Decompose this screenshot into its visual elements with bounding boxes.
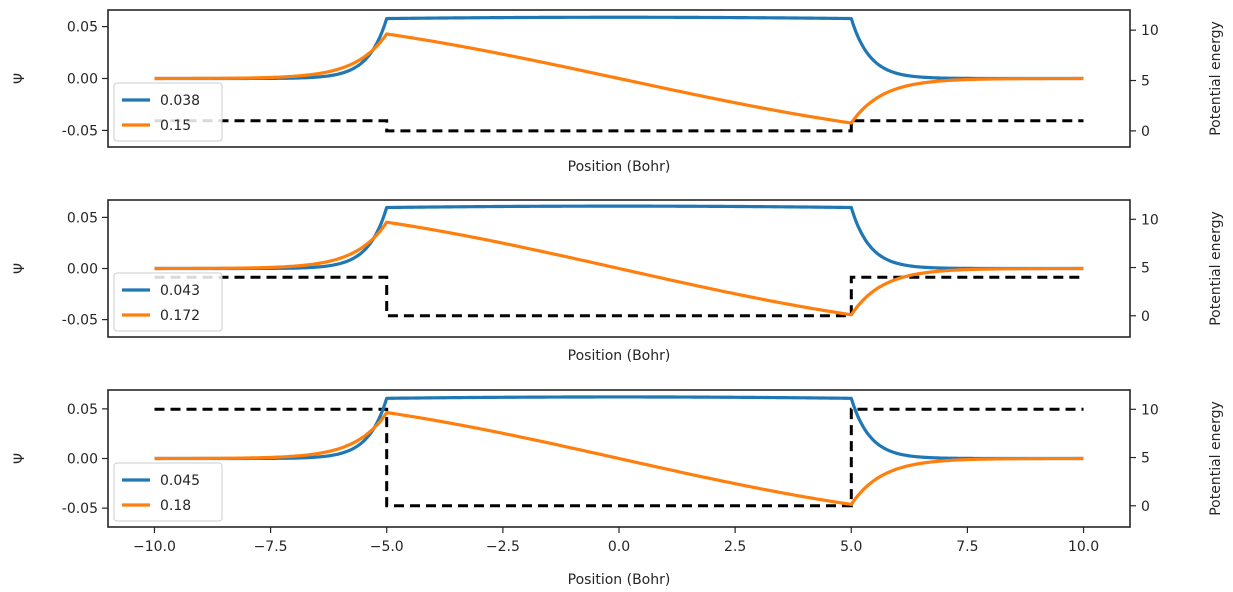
x-tick-label: 0.0 [608,539,630,555]
potential-line [154,275,1084,318]
y2-tick-label: 10 [1141,23,1159,39]
legend-label-2: 0.172 [160,308,200,324]
legend: 0.038 0.15 [113,82,223,142]
y-tick-label: 0.00 [67,72,98,88]
y2-tick-label: 0 [1141,499,1150,515]
y-tick-label: 0.05 [67,20,98,36]
legend: 0.043 0.172 [113,272,223,332]
y2-tick-label: 10 [1141,212,1159,228]
legend-label-2: 0.18 [160,498,191,514]
series-line-2 [154,32,1084,125]
y-tick-label: 0.00 [67,262,98,278]
x-tick-label: −2.5 [486,539,520,555]
y-tick-label: 0.05 [67,210,98,226]
y2-axis-label: Potential energy [1208,21,1224,136]
x-tick-label: 7.5 [956,539,978,555]
y-axis-label: Ψ [12,263,28,274]
y2-tick-label: 5 [1141,261,1150,277]
panel-1: 0.05 0.00 -0.05 10 5 0 Position (Bohr) Ψ Potenti… [12,9,1224,175]
x-tick-label: −7.5 [254,539,288,555]
y-tick-label: -0.05 [62,123,98,139]
y-tick-label: 0.05 [67,402,98,418]
x-tick-label: 2.5 [724,539,746,555]
x-tick-label: 5.0 [840,539,862,555]
series-line-1 [154,204,1084,271]
x-tick-label: −5.0 [370,539,404,555]
panel-2: 0.05 0.00 -0.05 10 5 0 Position (Bohr) Ψ Potenti… [12,199,1224,364]
y2-tick-label: 0 [1141,309,1150,325]
y-tick-label: -0.05 [62,313,98,329]
y-axis-label: Ψ [12,73,28,84]
series-line-1 [154,15,1084,81]
y-axis-label: Ψ [12,453,28,464]
y2-tick-label: 10 [1141,402,1159,418]
y2-axis-label: Potential energy [1208,211,1224,326]
legend-label-1: 0.045 [160,473,200,489]
series-line-2 [154,220,1084,317]
potential-line [154,407,1084,508]
x-tick-label: 10.0 [1068,539,1099,555]
y-tick-label: -0.05 [62,501,98,517]
series-line-1 [154,395,1084,461]
potential-line [154,119,1084,133]
x-axis-label: Position (Bohr) [568,572,671,588]
series-line-2 [154,410,1084,507]
x-tick-label: −10.0 [133,539,176,555]
x-axis-label: Position (Bohr) [568,159,671,175]
legend-label-1: 0.043 [160,283,200,299]
panel-3: 0.05 0.00 -0.05 10 5 0 −10.0 −7.5 −5.0 −2.5 0.0 2.5… [12,389,1224,588]
legend-label-1: 0.038 [160,93,200,109]
y2-tick-label: 5 [1141,74,1150,90]
y-tick-label: 0.00 [67,452,98,468]
legend-label-2: 0.15 [160,118,191,134]
y2-axis-label: Potential energy [1208,401,1224,516]
legend: 0.045 0.18 [113,462,223,522]
y2-tick-label: 0 [1141,124,1150,140]
x-axis-label: Position (Bohr) [568,348,671,364]
y2-tick-label: 5 [1141,451,1150,467]
